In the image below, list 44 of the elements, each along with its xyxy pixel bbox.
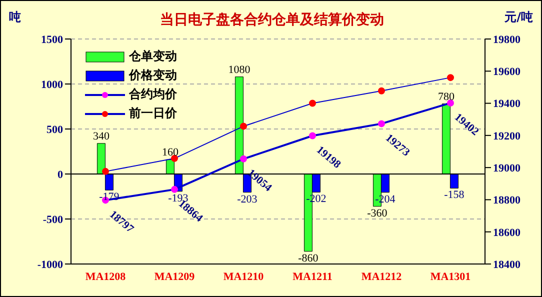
y-tick-label: -1000 [37, 258, 64, 271]
x-tick-label: MA1211 [292, 270, 332, 283]
point [240, 122, 247, 130]
data-label: 1080 [228, 64, 251, 76]
x-tick-label: MA1212 [361, 270, 402, 283]
point [378, 87, 385, 94]
chart-title: 当日电子盘各合约仓单及结算价变动 [160, 12, 384, 28]
y2-tick-label: 18400 [493, 258, 521, 271]
data-label: -360 [367, 207, 388, 220]
point [309, 100, 316, 107]
legend-label: 仓单变动 [129, 48, 177, 65]
x-tick-label: MA1301 [430, 270, 471, 283]
x-tick-label: MA1208 [85, 270, 126, 283]
data-label: -158 [444, 189, 465, 202]
legend-label: 合约均价 [129, 86, 177, 103]
point [171, 186, 178, 193]
x-tick-label: MA1210 [223, 270, 264, 283]
y2-tick-label: 19400 [493, 98, 521, 110]
point [378, 120, 385, 128]
y-axis-title: 吨 [9, 9, 21, 26]
y2-tick-label: 19000 [493, 162, 521, 174]
y-tick-label: 0 [58, 168, 64, 181]
legend-label: 价格变动 [129, 67, 177, 84]
y2-tick-label: 19200 [493, 130, 521, 142]
data-label: -860 [298, 252, 319, 264]
y-tick-label: 500 [46, 124, 64, 136]
y-tick-label: 1500 [41, 34, 64, 46]
x-tick-label: MA1209 [154, 270, 196, 283]
point [240, 155, 247, 162]
y-tick-label: 1000 [41, 78, 64, 91]
point [102, 168, 109, 175]
data-label: 340 [92, 130, 110, 142]
data-label: 780 [438, 90, 455, 103]
point [447, 74, 454, 82]
y2-tick-label: 19600 [493, 66, 521, 78]
y2-tick-label: 18600 [493, 226, 521, 239]
point [309, 132, 316, 140]
legend-label: 前一日价 [129, 105, 177, 122]
data-label: 160 [162, 146, 179, 159]
y-tick-label: -500 [42, 214, 64, 226]
data-label: -203 [237, 193, 258, 206]
y2-tick-label: 18800 [493, 194, 521, 207]
y2-tick-label: 19800 [493, 34, 521, 46]
y2-axis-title: 元/吨 [504, 9, 533, 26]
